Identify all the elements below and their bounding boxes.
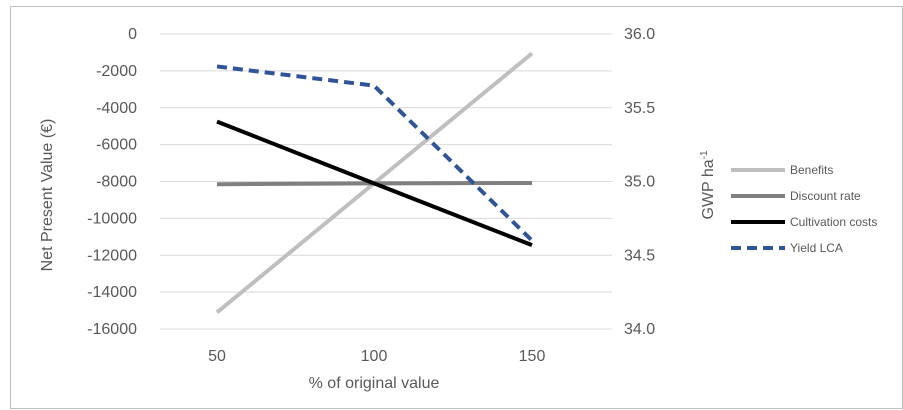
right-axis-ticks: 34.0 34.5 35.0 35.5 36.0 bbox=[624, 26, 655, 338]
y-right-tick-label: 34.5 bbox=[624, 247, 655, 264]
series-lines bbox=[215, 51, 534, 314]
y-right-tick-label: 35.0 bbox=[624, 174, 655, 191]
x-tick-label: 150 bbox=[519, 348, 546, 365]
y-right-tick-label: 36.0 bbox=[624, 26, 655, 43]
legend-label: Discount rate bbox=[790, 189, 861, 203]
y-left-tick-label: -10000 bbox=[87, 210, 137, 227]
y-left-tick-label: -6000 bbox=[96, 137, 137, 154]
series-line-yield-lca bbox=[216, 64, 534, 242]
x-axis-label: % of original value bbox=[309, 375, 440, 392]
legend-label: Cultivation costs bbox=[790, 215, 877, 229]
y-right-tick-label: 34.0 bbox=[624, 321, 655, 338]
y-axis-right-label: GWP ha-1 bbox=[699, 150, 717, 220]
y-left-tick-label: -16000 bbox=[87, 321, 137, 338]
x-tick-label: 100 bbox=[361, 348, 388, 365]
y-axis-left-label: Net Present Value (€) bbox=[39, 119, 56, 272]
y-left-tick-label: 0 bbox=[128, 26, 137, 43]
y-right-tick-label: 35.5 bbox=[624, 100, 655, 117]
y-left-tick-label: -12000 bbox=[87, 247, 137, 264]
y-axis-right-label-sup: -1 bbox=[699, 150, 710, 159]
chart-frame bbox=[10, 6, 903, 409]
x-tick-label: 50 bbox=[208, 348, 226, 365]
series-line-cultivation-costs bbox=[216, 119, 533, 247]
y-axis-right-label-main: GWP ha bbox=[700, 159, 717, 219]
y-left-tick-label: -4000 bbox=[96, 100, 137, 117]
y-left-tick-label: -14000 bbox=[87, 284, 137, 301]
legend: Benefits Discount rate Cultivation costs Yi… bbox=[731, 163, 877, 255]
legend-label: Yield LCA bbox=[790, 241, 843, 255]
y-left-tick-label: -2000 bbox=[96, 63, 137, 80]
y-left-tick-label: -8000 bbox=[96, 174, 137, 191]
x-axis-ticks: 50 100 150 bbox=[208, 348, 545, 365]
left-axis-ticks: 0 -2000 -4000 -6000 -8000 -10000 -12000 -14000 -… bbox=[87, 26, 137, 338]
gridlines bbox=[160, 33, 612, 330]
legend-label: Benefits bbox=[790, 163, 833, 177]
